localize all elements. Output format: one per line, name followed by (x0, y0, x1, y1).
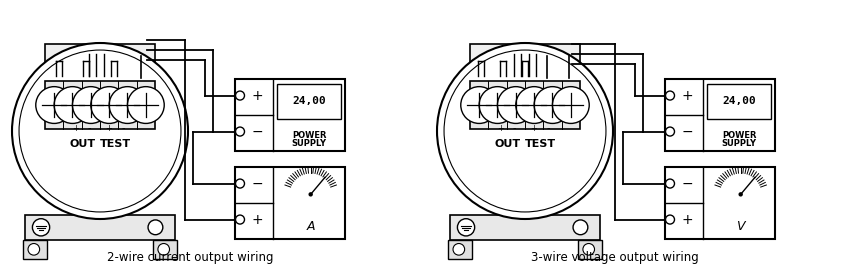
Circle shape (497, 87, 535, 123)
Text: OUT: OUT (70, 139, 95, 148)
Text: −: − (252, 125, 263, 139)
Circle shape (437, 43, 613, 219)
Text: TEST: TEST (524, 139, 556, 148)
Text: +: + (252, 213, 263, 226)
Circle shape (54, 87, 91, 123)
Bar (153, 240, 178, 259)
Circle shape (540, 52, 572, 83)
Text: 3-wire voltage output wiring: 3-wire voltage output wiring (531, 250, 699, 264)
Circle shape (235, 127, 245, 136)
Circle shape (309, 193, 312, 196)
Circle shape (28, 243, 40, 255)
Text: +: + (681, 89, 693, 102)
Bar (450, 215, 600, 240)
Circle shape (573, 220, 588, 235)
Text: +: + (252, 89, 263, 102)
Bar (578, 240, 603, 259)
Circle shape (36, 87, 72, 123)
Bar (277, 84, 341, 119)
Text: +: + (530, 124, 537, 133)
Text: 24,00: 24,00 (292, 95, 326, 106)
Circle shape (148, 220, 163, 235)
Text: +: + (681, 213, 693, 226)
Text: -: - (88, 123, 91, 133)
Bar (235, 79, 345, 151)
Circle shape (666, 91, 675, 100)
Circle shape (235, 215, 245, 224)
Text: TEST: TEST (99, 139, 131, 148)
Circle shape (72, 87, 110, 123)
Circle shape (516, 87, 552, 123)
Circle shape (552, 87, 589, 123)
Circle shape (32, 219, 49, 236)
Text: -: - (547, 123, 550, 133)
Bar (485, 52, 564, 104)
Text: 2-wire current output wiring: 2-wire current output wiring (107, 250, 273, 264)
Bar (665, 167, 775, 239)
Circle shape (235, 179, 245, 188)
Circle shape (457, 219, 474, 236)
Circle shape (128, 87, 164, 123)
Text: SUPPLY: SUPPLY (292, 139, 326, 148)
Circle shape (479, 87, 516, 123)
Circle shape (666, 127, 675, 136)
Circle shape (461, 87, 497, 123)
Bar (60, 52, 139, 104)
Text: −: − (681, 176, 693, 190)
Bar (469, 44, 581, 115)
Text: POWER: POWER (292, 131, 326, 140)
Bar (45, 81, 155, 129)
Bar (448, 240, 473, 259)
Circle shape (109, 87, 146, 123)
Text: -: - (513, 123, 516, 133)
Circle shape (666, 215, 675, 224)
Text: SUPPLY: SUPPLY (722, 139, 756, 148)
Circle shape (453, 243, 465, 255)
Text: −: − (681, 125, 693, 139)
Circle shape (235, 91, 245, 100)
Text: +: + (497, 124, 504, 133)
Circle shape (666, 179, 675, 188)
Circle shape (91, 87, 128, 123)
Circle shape (12, 43, 188, 219)
Circle shape (115, 52, 147, 83)
Circle shape (583, 243, 594, 255)
Bar (26, 215, 175, 240)
Text: +: + (105, 124, 112, 133)
Bar (235, 167, 345, 239)
Bar (470, 81, 580, 129)
Circle shape (158, 243, 169, 255)
Text: +: + (72, 124, 79, 133)
Bar (44, 44, 156, 115)
Text: OUT: OUT (495, 139, 520, 148)
Circle shape (534, 87, 571, 123)
Circle shape (740, 193, 742, 196)
Text: A: A (307, 220, 315, 233)
Text: 24,00: 24,00 (722, 95, 756, 106)
Bar (23, 240, 48, 259)
Text: −: − (252, 176, 263, 190)
Bar (665, 79, 775, 151)
Text: V: V (736, 220, 745, 233)
Bar (707, 84, 771, 119)
Text: POWER: POWER (722, 131, 756, 140)
Text: -: - (122, 123, 125, 133)
